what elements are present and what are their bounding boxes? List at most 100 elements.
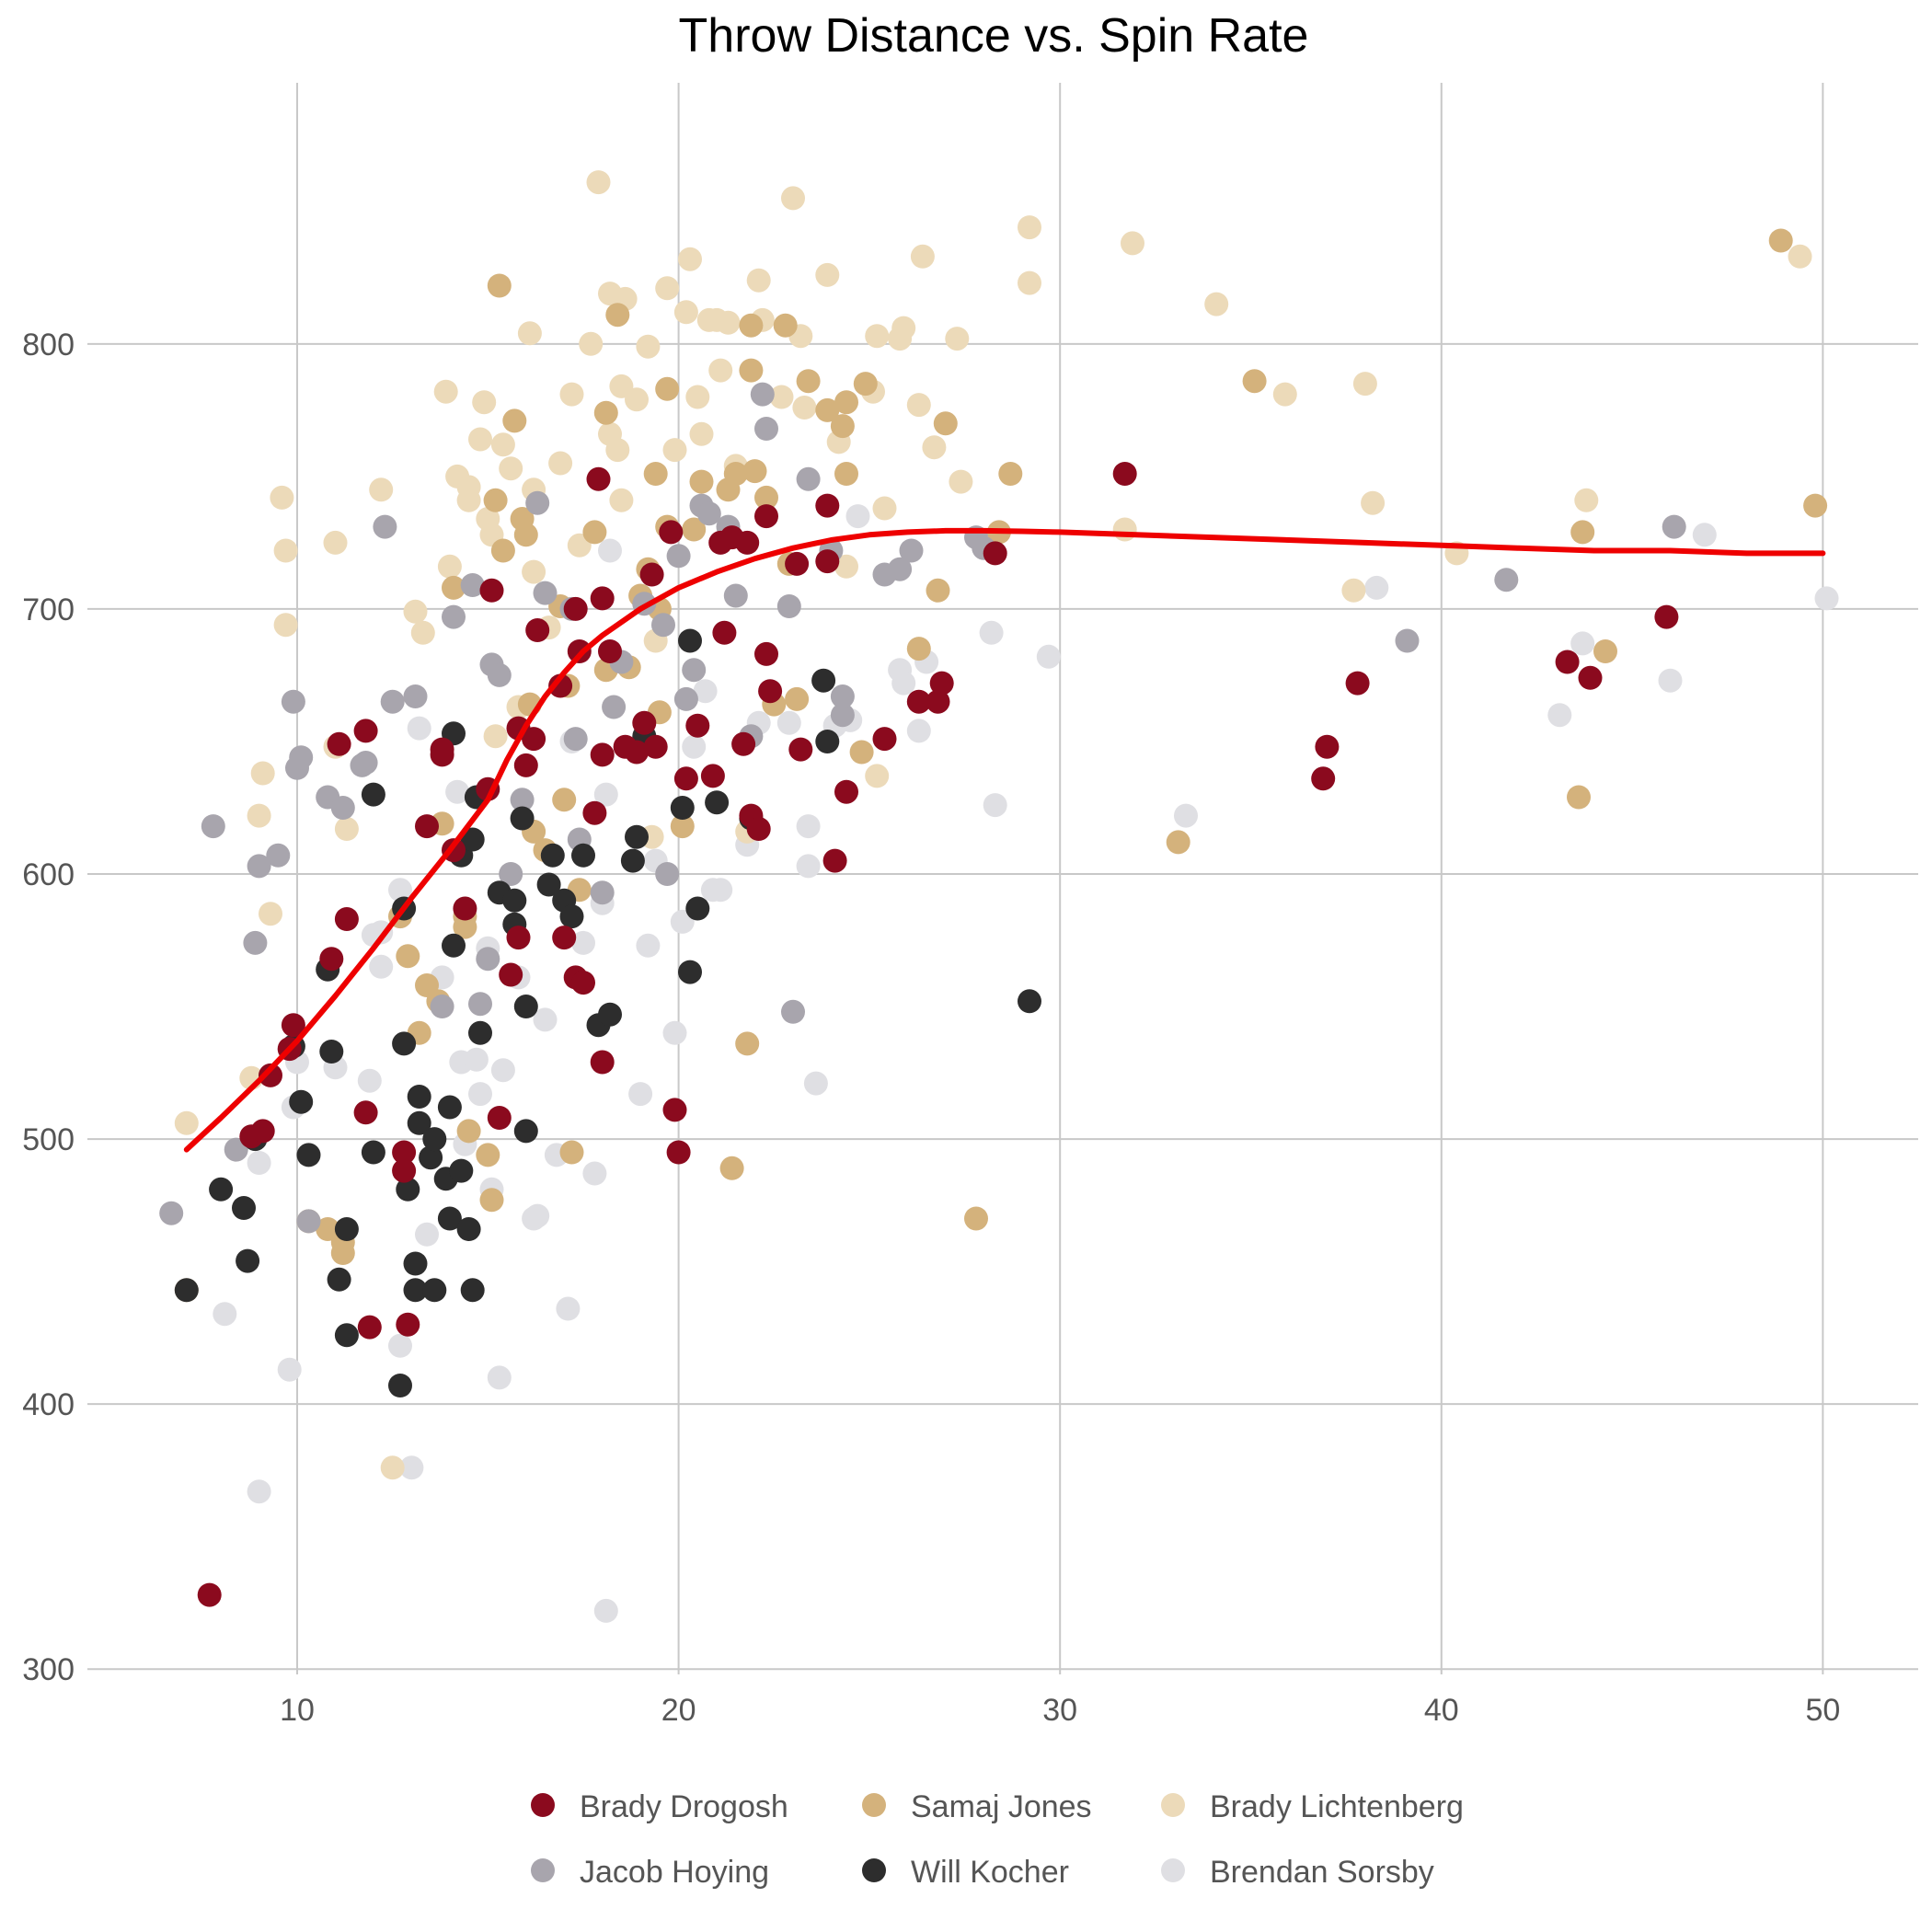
data-point xyxy=(499,456,523,481)
data-point xyxy=(590,1050,615,1075)
data-point xyxy=(369,477,394,502)
data-point xyxy=(159,1201,184,1225)
data-point xyxy=(830,684,855,708)
legend-marker xyxy=(531,1793,555,1817)
data-point xyxy=(483,724,508,749)
data-point xyxy=(415,814,439,839)
data-point xyxy=(678,247,702,271)
data-point xyxy=(396,1177,420,1202)
data-point xyxy=(678,628,702,653)
data-point xyxy=(201,814,225,839)
data-point xyxy=(330,796,355,820)
data-point xyxy=(811,668,836,693)
x-tick-label: 10 xyxy=(280,1693,315,1728)
data-point xyxy=(773,313,798,338)
data-point xyxy=(628,1082,653,1107)
data-point xyxy=(670,814,695,839)
data-point xyxy=(945,327,970,351)
data-point xyxy=(1555,650,1580,674)
data-point xyxy=(273,538,298,563)
data-point xyxy=(785,686,810,711)
data-point xyxy=(598,1002,622,1027)
data-point xyxy=(719,525,744,550)
data-point xyxy=(792,396,817,420)
data-point xyxy=(410,620,435,645)
data-point xyxy=(1112,462,1137,486)
data-point xyxy=(1814,586,1839,611)
data-point xyxy=(682,734,707,759)
x-tick-label: 40 xyxy=(1424,1693,1459,1728)
data-point xyxy=(468,1082,492,1107)
data-point xyxy=(392,1140,417,1165)
data-point xyxy=(552,926,577,950)
data-point xyxy=(236,1248,260,1273)
data-point xyxy=(754,504,778,529)
y-tick-label: 700 xyxy=(22,592,75,627)
data-point xyxy=(723,583,748,608)
data-point xyxy=(781,999,805,1024)
data-point xyxy=(613,734,638,759)
legend-marker xyxy=(1161,1793,1185,1817)
data-point xyxy=(746,268,771,293)
data-point xyxy=(479,578,504,603)
data-point xyxy=(456,1119,481,1144)
data-point xyxy=(872,496,897,521)
data-point xyxy=(834,779,858,804)
x-tick-labels: 10 20 30 40 50 xyxy=(280,1693,1840,1728)
data-point xyxy=(655,276,680,301)
data-point xyxy=(513,523,538,547)
data-point xyxy=(678,960,702,984)
data-point xyxy=(559,382,584,407)
data-point xyxy=(296,1209,321,1234)
data-point xyxy=(655,376,680,401)
data-point xyxy=(460,827,485,852)
data-point xyxy=(522,559,546,584)
data-point xyxy=(442,575,466,600)
data-point xyxy=(712,620,737,645)
data-point xyxy=(437,1206,462,1231)
data-point xyxy=(403,599,428,624)
data-point xyxy=(739,358,764,383)
legend-item: Will Kocher xyxy=(862,1855,1069,1890)
grid-lines xyxy=(87,83,1918,1674)
data-point xyxy=(407,1085,431,1109)
data-point xyxy=(586,170,611,195)
data-point xyxy=(247,854,271,879)
data-point xyxy=(796,854,821,879)
data-point xyxy=(513,995,538,1018)
data-point xyxy=(716,310,741,335)
data-point xyxy=(422,1278,447,1303)
data-point xyxy=(1788,244,1812,269)
data-point xyxy=(602,695,627,719)
data-point xyxy=(593,400,618,425)
data-point xyxy=(926,578,950,603)
data-point xyxy=(949,469,973,494)
data-point xyxy=(593,782,618,807)
data-point xyxy=(513,1119,538,1144)
data-point xyxy=(1494,568,1519,592)
legend-label: Jacob Hoying xyxy=(580,1855,769,1890)
data-point xyxy=(815,493,840,518)
data-point xyxy=(373,514,397,539)
data-point xyxy=(758,679,783,704)
legend-item: Samaj Jones xyxy=(862,1789,1092,1824)
data-point xyxy=(388,1333,412,1358)
series-samaj-jones xyxy=(174,228,1828,1303)
data-point xyxy=(334,907,359,931)
data-point xyxy=(259,1063,282,1087)
data-point xyxy=(705,790,730,815)
data-point xyxy=(666,544,691,569)
data-point xyxy=(1315,734,1340,759)
data-point xyxy=(1352,372,1377,397)
data-point xyxy=(834,462,858,486)
data-point xyxy=(334,1323,359,1348)
data-point xyxy=(830,414,855,439)
data-point xyxy=(590,742,615,767)
data-point xyxy=(1361,490,1386,515)
data-point xyxy=(388,1374,412,1397)
data-point xyxy=(1395,628,1420,653)
y-tick-label: 300 xyxy=(22,1652,75,1687)
data-point xyxy=(536,872,561,897)
data-point xyxy=(197,1582,222,1607)
data-point xyxy=(433,379,458,404)
